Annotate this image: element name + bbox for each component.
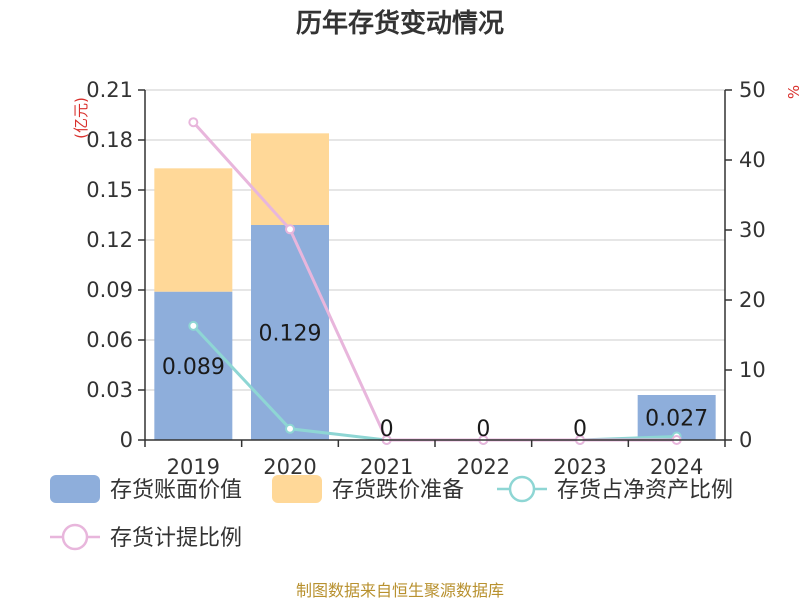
bars [154,133,716,440]
data-label: 0 [380,417,394,442]
bar-2019 [154,291,233,440]
left-tick-label: 0.12 [86,228,133,252]
left-tick-label: 0.18 [86,128,133,152]
line-point [188,117,199,128]
x-tick-label: 2022 [457,455,510,479]
x-tick-label: 2019 [167,455,220,479]
legend-label: 存货跌价准备 [332,478,464,503]
line-point [285,423,295,434]
source-note: 制图数据来自恒生聚源数据库 [296,581,504,600]
bar-2019 [154,168,233,292]
left-tick-label: 0.09 [86,278,133,302]
grid [145,89,725,391]
legend-marker [508,475,536,503]
x-tick-label: 2021 [360,455,413,479]
right-axis-unit: % [785,85,800,99]
data-label: 0 [476,417,490,442]
data-label: 0.089 [162,355,225,380]
legend-marker [61,523,89,551]
bar-2020 [251,133,329,225]
right-tick-label: 20 [739,288,766,312]
data-label: 0.129 [259,322,322,347]
left-tick-label: 0.15 [86,178,133,202]
left-tick-label: 0.21 [86,78,133,102]
legend-label: 存货账面价值 [110,478,242,503]
left-axis-unit: (亿元) [72,97,90,139]
data-labels: 0.089 0.129 0 0 0 0.027 [162,322,708,443]
line-point [188,320,199,331]
right-tick-label: 10 [739,358,766,382]
line-point [285,224,295,235]
data-label: 0.027 [645,407,708,432]
legend-swatch [50,475,100,503]
right-tick-label: 40 [739,148,766,172]
right-tick-label: 50 [739,78,766,102]
bar-2020 [251,225,329,440]
legend-swatch [272,475,322,503]
left-tick-label: 0.03 [86,378,133,402]
legend-label: 存货占净资产比例 [557,478,733,503]
legend-label: 存货计提比例 [110,526,242,551]
left-tick-label: 0.06 [86,328,133,352]
x-tick-label: 2023 [553,455,606,479]
right-tick-label: 0 [739,428,752,452]
data-label: 0 [573,417,587,442]
left-tick-label: 0 [120,428,133,452]
right-tick-label: 30 [739,218,766,242]
chart-title: 历年存货变动情况 [296,8,504,39]
x-tick-label: 2024 [650,455,703,479]
